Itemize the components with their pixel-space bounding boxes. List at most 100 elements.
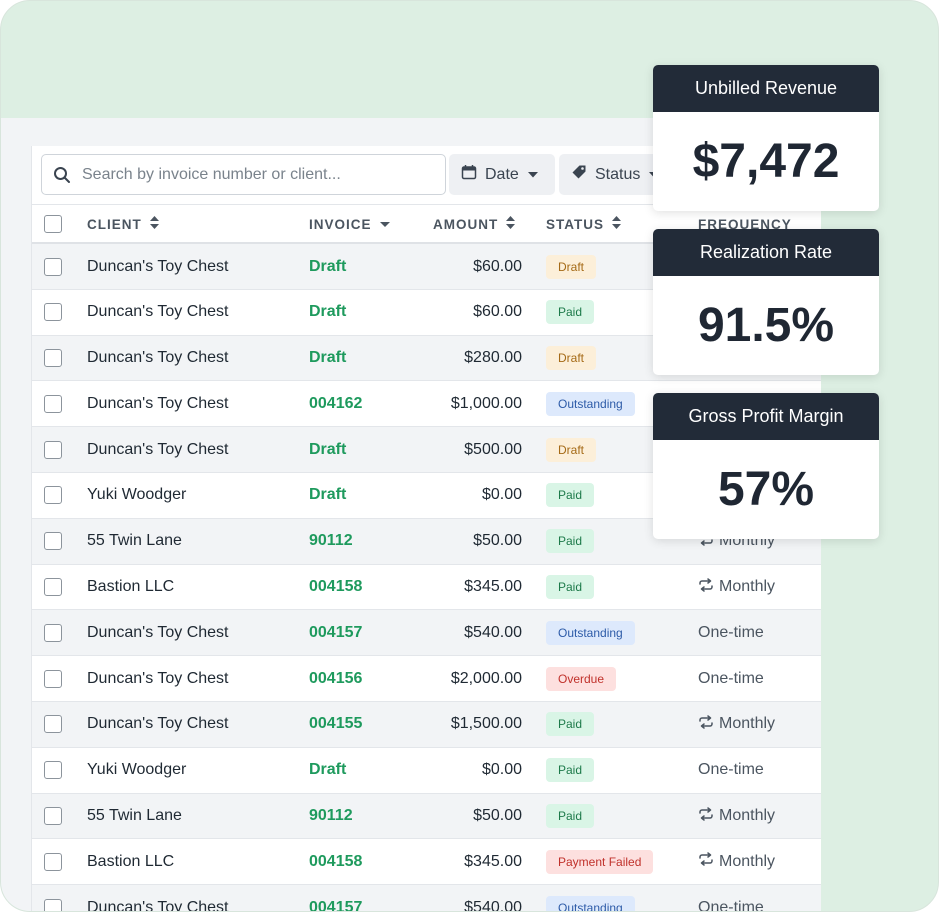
table-row[interactable]: 55 Twin Lane 90112 $50.00 Paid Monthly: [32, 518, 821, 565]
row-checkbox[interactable]: [44, 440, 62, 459]
status-cell: Paid: [546, 794, 595, 839]
invoice-amount: $500.00: [464, 440, 522, 458]
row-checkbox[interactable]: [44, 623, 62, 642]
invoice-link[interactable]: 004162: [309, 394, 363, 412]
client-name: Yuki Woodger: [87, 761, 187, 779]
sort-icon: [612, 216, 621, 232]
stat-label: Unbilled Revenue: [653, 65, 879, 112]
row-checkbox[interactable]: [44, 578, 62, 597]
row-checkbox[interactable]: [44, 715, 62, 734]
invoice-link[interactable]: 004158: [309, 852, 363, 870]
invoice-link[interactable]: Draft: [309, 349, 347, 367]
search-icon: [42, 166, 82, 184]
row-checkbox[interactable]: [44, 761, 62, 780]
select-all-checkbox[interactable]: [44, 215, 62, 233]
frequency-cell: One-time: [698, 656, 764, 701]
row-checkbox[interactable]: [44, 257, 62, 276]
chevron-down-icon: [527, 166, 539, 184]
status-badge: Outstanding: [546, 895, 635, 911]
column-label: STATUS: [546, 216, 604, 232]
table-row[interactable]: Duncan's Toy Chest 004155 $1,500.00 Paid Mon…: [32, 701, 821, 748]
status-cell: Overdue: [546, 656, 617, 701]
row-checkbox-cell: [44, 702, 62, 747]
column-label: AMOUNT: [433, 216, 499, 232]
frequency-cell: One-time: [698, 748, 764, 793]
invoice-link[interactable]: 004155: [309, 715, 363, 733]
client-name: Duncan's Toy Chest: [87, 623, 229, 641]
status-cell: Draft: [546, 427, 597, 472]
stat-card-gross-profit-margin: Gross Profit Margin 57%: [653, 393, 879, 539]
search-input[interactable]: [82, 165, 432, 184]
invoice-link[interactable]: Draft: [309, 440, 347, 458]
table-row[interactable]: Duncan's Toy Chest 004157 $540.00 Outstandi…: [32, 610, 821, 657]
row-checkbox[interactable]: [44, 852, 62, 871]
stat-value: 91.5%: [697, 299, 835, 352]
frequency-cell: One-time: [698, 610, 764, 655]
column-header-frequency[interactable]: FREQUENCY: [698, 205, 792, 243]
row-checkbox[interactable]: [44, 394, 62, 413]
client-name: 55 Twin Lane: [87, 807, 182, 825]
status-badge: Paid: [546, 712, 595, 737]
invoice-link[interactable]: Draft: [309, 303, 347, 321]
stat-value: 57%: [717, 463, 815, 516]
row-checkbox[interactable]: [44, 303, 62, 322]
status-badge: Overdue: [546, 666, 617, 691]
column-header-amount[interactable]: AMOUNT: [433, 205, 516, 243]
invoice-link[interactable]: 004157: [309, 898, 363, 912]
row-checkbox-cell: [44, 565, 62, 610]
invoice-link[interactable]: 004156: [309, 669, 363, 687]
invoice-link[interactable]: Draft: [309, 257, 347, 275]
column-label: INVOICE: [309, 216, 372, 232]
row-checkbox[interactable]: [44, 807, 62, 826]
row-checkbox[interactable]: [44, 898, 62, 911]
status-badge: Draft: [546, 346, 597, 371]
client-name: Duncan's Toy Chest: [87, 394, 229, 412]
invoice-link[interactable]: 90112: [309, 807, 353, 825]
invoice-amount: $50.00: [473, 807, 522, 825]
search-box[interactable]: [41, 154, 446, 195]
table-row[interactable]: Bastion LLC 004158 $345.00 Payment Failed Mo…: [32, 839, 821, 886]
table-row[interactable]: Yuki Woodger Draft $0.00 Paid One-time: [32, 747, 821, 794]
column-header-status[interactable]: STATUS: [546, 205, 621, 243]
invoice-amount: $60.00: [473, 257, 522, 275]
client-name: Duncan's Toy Chest: [87, 349, 229, 367]
status-badge: Paid: [546, 529, 595, 554]
column-header-client[interactable]: CLIENT: [87, 205, 159, 243]
stat-card-unbilled-revenue: Unbilled Revenue $7,472: [653, 65, 879, 211]
status-badge: Draft: [546, 254, 597, 279]
status-cell: Paid: [546, 565, 595, 610]
table-row[interactable]: Duncan's Toy Chest 004156 $2,000.00 Overdue…: [32, 656, 821, 702]
row-checkbox[interactable]: [44, 349, 62, 368]
status-cell: Paid: [546, 473, 595, 518]
table-row[interactable]: Bastion LLC 004158 $345.00 Paid Monthly: [32, 564, 821, 611]
frequency-label: One-time: [698, 761, 764, 779]
invoice-link[interactable]: 004157: [309, 623, 363, 641]
table-row[interactable]: 55 Twin Lane 90112 $50.00 Paid Monthly: [32, 793, 821, 840]
invoice-link[interactable]: 90112: [309, 532, 353, 550]
status-badge: Outstanding: [546, 391, 635, 416]
invoice-amount: $345.00: [464, 852, 522, 870]
row-checkbox-cell: [44, 610, 62, 655]
client-name: Yuki Woodger: [87, 486, 187, 504]
date-filter-button[interactable]: Date: [449, 154, 555, 195]
invoice-amount: $1,000.00: [450, 394, 522, 412]
row-checkbox-cell: [44, 381, 62, 426]
frequency-cell: Monthly: [698, 794, 775, 839]
invoice-link[interactable]: 004158: [309, 578, 363, 596]
row-checkbox[interactable]: [44, 486, 62, 505]
column-header-invoice[interactable]: INVOICE: [309, 205, 390, 243]
invoice-link[interactable]: Draft: [309, 761, 347, 779]
row-checkbox[interactable]: [44, 532, 62, 551]
invoice-link[interactable]: Draft: [309, 486, 347, 504]
row-checkbox[interactable]: [44, 669, 62, 688]
status-badge: Paid: [546, 804, 595, 829]
frequency-cell: One-time: [698, 885, 764, 911]
recurring-icon: [698, 715, 714, 734]
status-cell: Paid: [546, 519, 595, 564]
row-checkbox-cell: [44, 519, 62, 564]
client-name: Duncan's Toy Chest: [87, 257, 229, 275]
stat-label: Gross Profit Margin: [653, 393, 879, 440]
table-row[interactable]: Duncan's Toy Chest 004157 $540.00 Outstandi…: [32, 885, 821, 912]
status-cell: Outstanding: [546, 610, 635, 655]
